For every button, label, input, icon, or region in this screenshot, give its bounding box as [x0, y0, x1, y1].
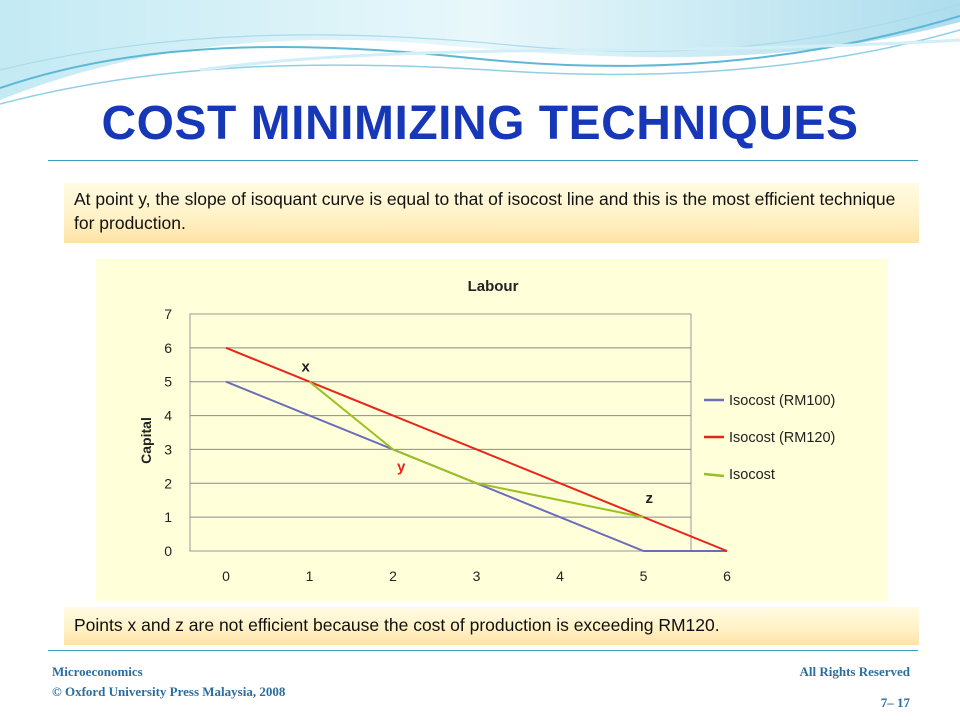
- y-tick-label: 2: [164, 475, 172, 491]
- legend-label-1: Isocost (RM100): [729, 393, 835, 409]
- callout-bottom: Points x and z are not efficient because…: [64, 607, 919, 645]
- footer-copyright: © Oxford University Press Malaysia, 2008: [52, 684, 286, 699]
- decorative-wave-banner: [0, 0, 960, 105]
- callout-top: At point y, the slope of isoquant curve …: [64, 183, 919, 243]
- y-tick-label: 6: [164, 340, 172, 356]
- y-tick-label: 1: [164, 509, 172, 525]
- x-tick-label: 2: [389, 568, 397, 584]
- y-tick-label: 3: [164, 441, 172, 457]
- footer-page: 7– 17: [880, 695, 910, 710]
- chart-title: Labour: [468, 278, 519, 295]
- footer-course: Microeconomics: [52, 664, 143, 679]
- isocost-chart: 0 1 2 3 4 5 6 7 0 1 2 3 4 5 6 Labour Capital x y z Isocost (…: [138, 278, 835, 584]
- title-underline: [48, 160, 918, 161]
- x-tick-label: 3: [473, 568, 481, 584]
- x-tick-label: 5: [640, 568, 648, 584]
- plot-frame: [189, 313, 692, 552]
- y-tick-label: 0: [164, 543, 172, 559]
- series-line-2: [225, 346, 728, 552]
- legend-swatch-3: [703, 472, 725, 478]
- x-tick-label: 1: [306, 568, 314, 584]
- series-line-1: [225, 380, 727, 552]
- x-tick-label: 0: [222, 568, 230, 584]
- point-label-z: z: [646, 490, 654, 507]
- y-tick-label: 7: [164, 306, 172, 322]
- x-tick-label: 4: [556, 568, 564, 584]
- legend-label-3: Isocost: [729, 467, 775, 483]
- y-tick-label: 5: [164, 374, 172, 390]
- slide-title: COST MINIMIZING TECHNIQUES: [101, 97, 859, 150]
- point-label-y: y: [397, 458, 406, 475]
- footer-rights: All Rights Reserved: [799, 664, 911, 679]
- series-line-3: [308, 380, 644, 519]
- footer-rule: [48, 650, 918, 651]
- y-tick-label: 4: [164, 408, 172, 424]
- legend-label-2: Isocost (RM120): [729, 430, 835, 446]
- chart-area: [96, 259, 888, 601]
- point-label-x: x: [302, 359, 311, 376]
- x-tick-label: 6: [723, 568, 731, 584]
- y-axis-label: Capital: [138, 417, 154, 464]
